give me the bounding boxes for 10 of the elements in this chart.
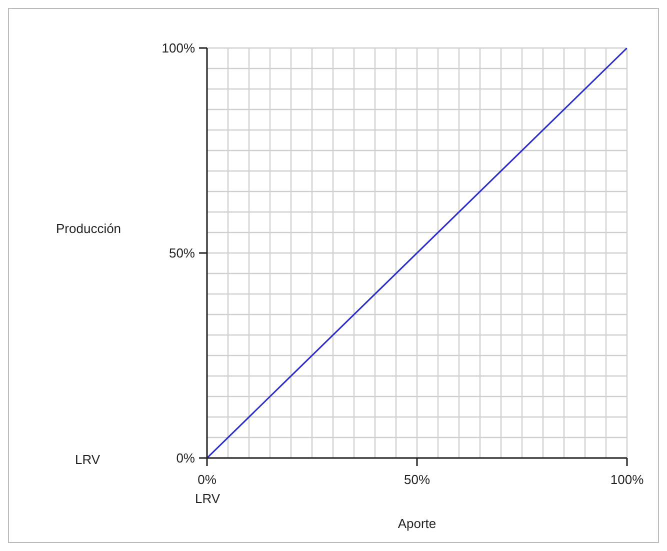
y-tick-label: 100% <box>162 40 196 56</box>
y-tick-label: 0% <box>176 450 196 466</box>
x-axis-title: Aporte <box>398 516 436 531</box>
text: LRV <box>75 452 100 467</box>
y-tick-label: 50% <box>168 246 196 261</box>
x-tick-label: 0% <box>198 472 217 487</box>
x-tick-label: 100% <box>610 472 644 487</box>
y-axis-title: Producción <box>56 221 122 236</box>
text: LRV <box>195 491 220 506</box>
x-tick-label: 50% <box>404 472 430 487</box>
